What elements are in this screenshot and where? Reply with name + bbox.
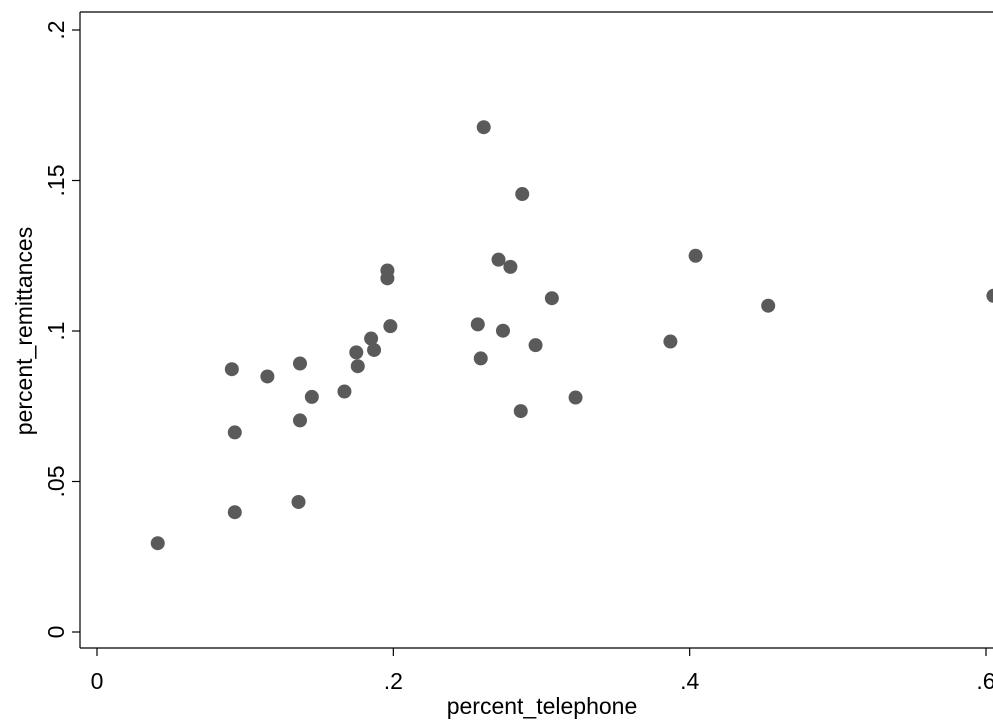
data-point xyxy=(150,536,165,551)
data-point xyxy=(986,288,993,303)
data-point xyxy=(495,323,510,338)
data-point xyxy=(491,252,506,267)
data-point xyxy=(260,369,275,384)
x-axis: 0 .2 .4 .6 xyxy=(91,648,993,694)
data-point xyxy=(515,187,530,202)
x-tick-label: .6 xyxy=(976,668,993,694)
data-point xyxy=(292,356,307,371)
data-point xyxy=(688,248,703,263)
data-point xyxy=(227,425,242,440)
data-point xyxy=(227,505,242,520)
data-point xyxy=(513,404,528,419)
data-point xyxy=(304,389,319,404)
data-point xyxy=(544,291,559,306)
data-point xyxy=(503,259,518,274)
data-point xyxy=(367,342,382,357)
y-tick-label: .2 xyxy=(43,20,69,39)
data-point xyxy=(761,298,776,313)
data-point xyxy=(470,317,485,332)
data-point xyxy=(224,362,239,377)
y-tick-label: .1 xyxy=(43,321,69,340)
y-axis-title: percent_remittances xyxy=(11,227,37,435)
data-point xyxy=(291,494,306,509)
data-points xyxy=(150,120,993,551)
x-tick-label: .2 xyxy=(384,668,403,694)
y-tick-label: .15 xyxy=(43,165,69,197)
data-point xyxy=(568,390,583,405)
data-point xyxy=(528,338,543,353)
data-point xyxy=(350,359,365,374)
data-point xyxy=(337,384,352,399)
data-point xyxy=(380,271,395,286)
x-tick-label: 0 xyxy=(91,668,104,694)
data-point xyxy=(364,331,379,346)
data-point xyxy=(476,120,491,135)
x-axis-title: percent_telephone xyxy=(447,693,638,719)
y-tick-label: .05 xyxy=(43,466,69,498)
data-point xyxy=(383,319,398,334)
data-point xyxy=(292,413,307,428)
data-point xyxy=(663,334,678,349)
x-tick-label: .4 xyxy=(680,668,699,694)
y-axis: 0 .05 .1 .15 .2 xyxy=(43,20,80,638)
axes-frame xyxy=(79,11,993,649)
data-point xyxy=(473,351,488,366)
data-point xyxy=(349,345,364,360)
y-tick-label: 0 xyxy=(43,626,69,639)
